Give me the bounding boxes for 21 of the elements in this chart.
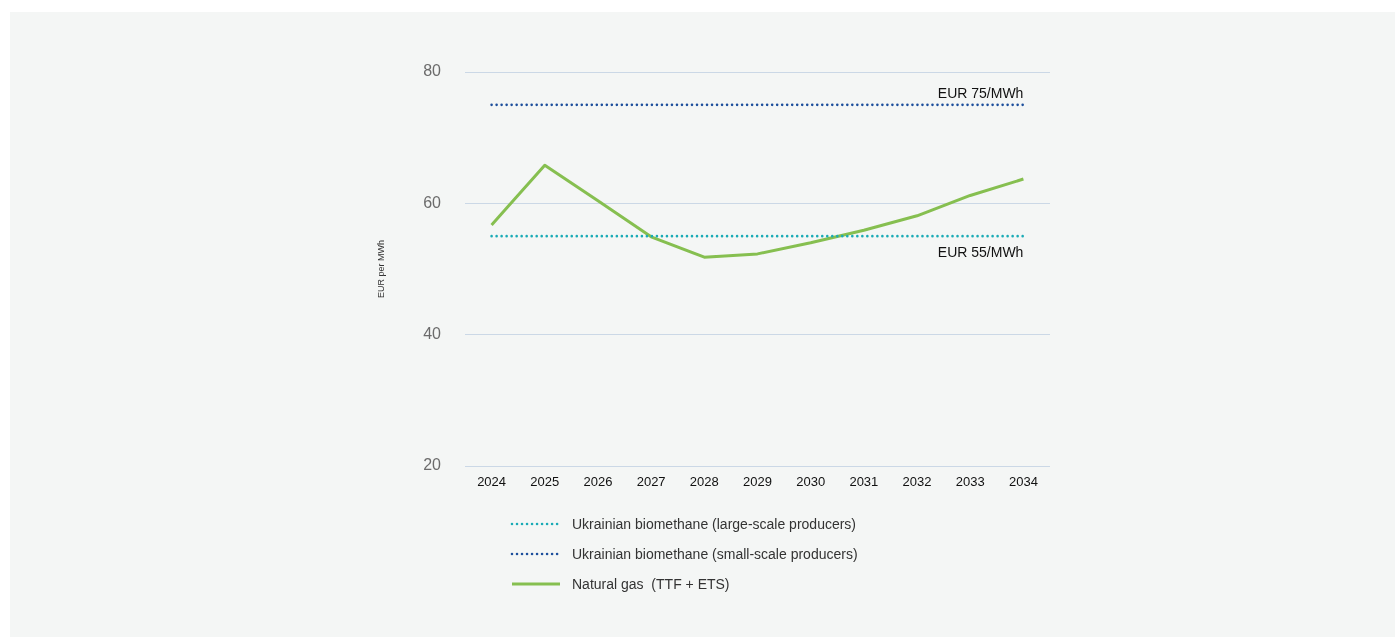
- x-tick-label: 2032: [902, 474, 932, 490]
- x-tick-label: 2034: [1008, 474, 1038, 490]
- x-tick-label: 2026: [583, 474, 613, 490]
- y-axis-title: EUR per MWh: [375, 239, 386, 299]
- legend-label: Ukrainian biomethane (small-scale producers): [572, 546, 858, 562]
- annotation: EUR 55/MWh: [937, 244, 1024, 261]
- y-tick-label: 40: [423, 325, 442, 343]
- annotation: EUR 75/MWh: [937, 84, 1024, 101]
- x-tick-label: 2031: [849, 474, 879, 490]
- x-tick-label: 2025: [530, 474, 560, 490]
- legend-label: Ukrainian biomethane (large-scale producers): [572, 516, 857, 532]
- y-tick-label: 20: [423, 456, 442, 474]
- y-tick-label: 80: [423, 62, 442, 80]
- x-tick-label: 2030: [796, 474, 826, 490]
- legend-label: Natural gas (TTF + ETS): [572, 576, 730, 592]
- x-tick-label: 2024: [477, 474, 507, 490]
- y-tick-label: 60: [423, 193, 442, 211]
- x-tick-label: 2033: [955, 474, 985, 490]
- x-tick-label: 2027: [636, 474, 666, 490]
- x-tick-label: 2029: [743, 474, 772, 490]
- x-tick-label: 2028: [689, 474, 719, 490]
